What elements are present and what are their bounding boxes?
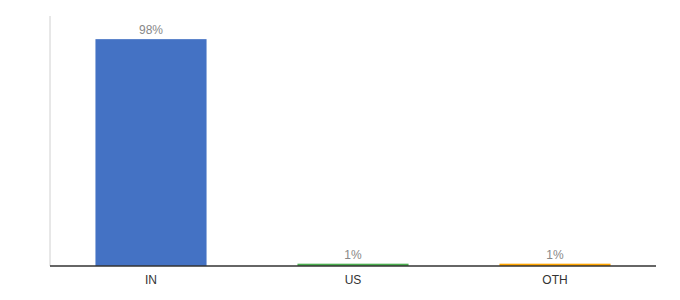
chart: 98% 1% 1% IN US OTH xyxy=(0,0,680,300)
x-tick-label: OTH xyxy=(542,273,567,287)
chart-container: 98% 1% 1% IN US OTH xyxy=(0,0,680,300)
data-labels: 98% 1% 1% xyxy=(139,23,564,262)
bar xyxy=(95,39,206,266)
y-axis-line xyxy=(50,16,51,266)
x-axis-line xyxy=(50,265,656,267)
bars xyxy=(95,39,610,266)
data-label: 1% xyxy=(344,248,362,262)
x-tick-labels: IN US OTH xyxy=(145,273,568,287)
data-label: 98% xyxy=(139,23,163,37)
x-tick-label: IN xyxy=(145,273,157,287)
data-label: 1% xyxy=(546,248,564,262)
x-tick-label: US xyxy=(345,273,362,287)
